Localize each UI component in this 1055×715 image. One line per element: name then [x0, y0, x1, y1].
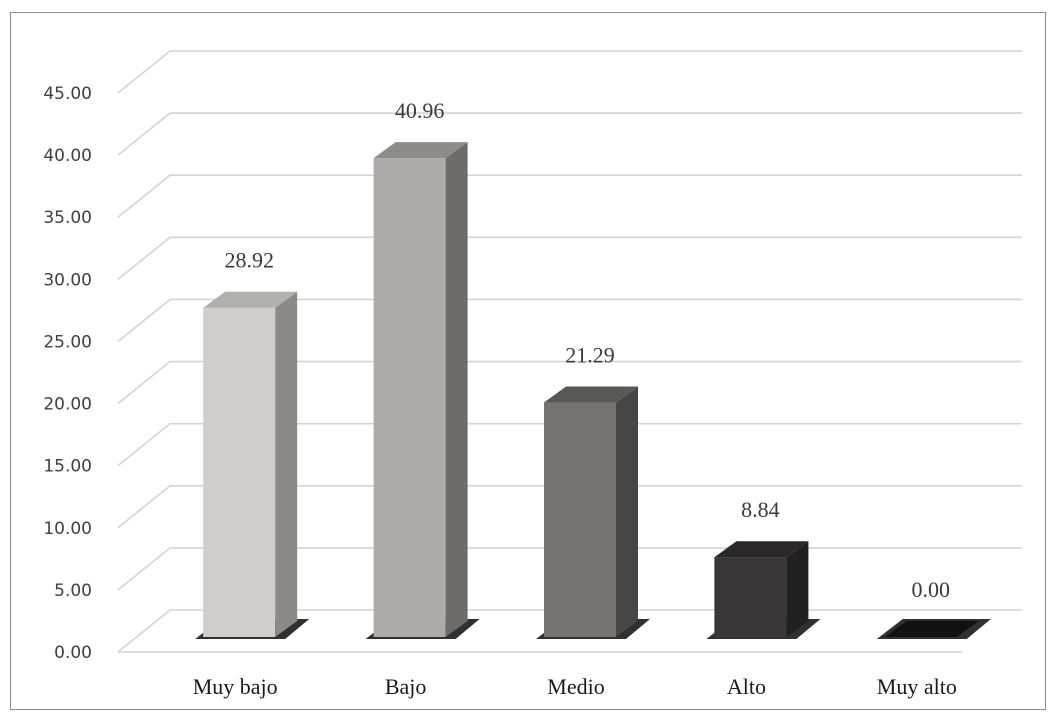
gridline — [117, 298, 1022, 343]
bar-bajo — [365, 142, 480, 639]
bar-side — [616, 386, 638, 637]
x-tick-label: Muy bajo — [193, 674, 278, 699]
data-label: 40.96 — [395, 98, 445, 123]
bar-front — [203, 307, 276, 637]
gridline — [117, 236, 1022, 280]
bar-top — [203, 291, 298, 308]
bar-top — [373, 142, 468, 159]
bar-front — [714, 557, 787, 637]
data-label: 0.00 — [912, 577, 951, 602]
y-axis-tick-labels: 0.00 5.00 10.00 15.00 20.00 25.00 30.00 35.00 40… — [43, 84, 92, 663]
data-label: 21.29 — [565, 343, 615, 368]
bar-side — [275, 291, 298, 637]
y-tick-label: 30.00 — [43, 270, 92, 290]
y-tick-label: 15.00 — [43, 457, 92, 477]
y-tick-label: 35.00 — [43, 208, 92, 228]
data-labels: 28.92 40.96 21.29 8.84 0.00 — [224, 98, 950, 602]
y-tick-label: 20.00 — [43, 395, 92, 415]
bar-medio — [536, 386, 650, 639]
gridline — [117, 112, 1022, 156]
data-label: 8.84 — [741, 497, 780, 522]
gridline — [117, 422, 1022, 467]
bar-top — [884, 621, 979, 637]
bars — [195, 142, 991, 639]
category-labels: Muy bajo Bajo Medio Alto Muy alto — [193, 674, 957, 699]
bar-front — [544, 402, 616, 637]
y-tick-label: 40.00 — [43, 146, 92, 166]
y-tick-label: 5.00 — [54, 581, 92, 601]
bar-side — [445, 142, 468, 637]
y-tick-label: 0.00 — [54, 643, 92, 663]
x-tick-label: Medio — [547, 674, 604, 699]
bar-side — [786, 541, 809, 637]
x-tick-label: Bajo — [385, 674, 427, 699]
gridline — [117, 484, 1022, 529]
x-tick-label: Alto — [727, 674, 766, 699]
gridline — [117, 360, 1022, 405]
data-label: 28.92 — [224, 248, 274, 273]
bar-alto — [706, 541, 821, 639]
bar-top — [544, 386, 638, 403]
y-tick-label: 45.00 — [43, 84, 92, 104]
bar-muy-bajo — [195, 291, 310, 639]
gridline — [117, 174, 1022, 218]
bar-top — [714, 541, 809, 558]
bar-muy-alto — [876, 619, 991, 639]
bar-front — [373, 158, 446, 637]
gridline — [117, 50, 1022, 94]
x-tick-label: Muy alto — [877, 674, 957, 699]
y-tick-label: 25.00 — [43, 332, 92, 352]
y-tick-label: 10.00 — [43, 519, 92, 539]
